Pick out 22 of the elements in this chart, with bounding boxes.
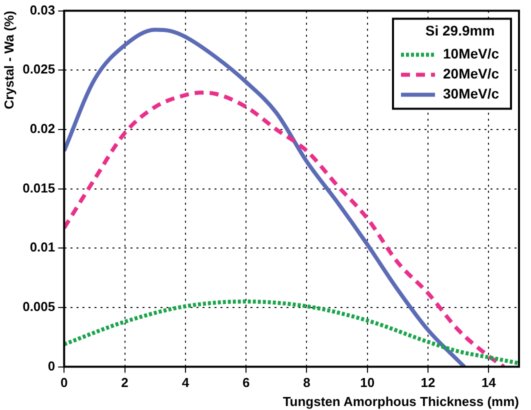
y-tick-label: 0.025 <box>22 62 56 77</box>
x-tick-label: 12 <box>420 375 436 390</box>
x-tick-label: 6 <box>242 375 250 390</box>
y-tick-label: 0.005 <box>22 299 56 314</box>
legend-title: Si 29.9mm <box>425 22 495 39</box>
x-axis-title: Tungsten Amorphous Thickness (mm) <box>282 394 519 409</box>
legend-label: 10MeV/c <box>443 46 500 62</box>
x-tick-label: 2 <box>121 375 128 390</box>
y-tick-label: 0 <box>48 358 56 374</box>
y-tick-label: 0.015 <box>22 180 56 196</box>
x-tick-label: 0 <box>60 375 68 390</box>
x-tick-label: 4 <box>182 375 190 390</box>
legend-label: 20MeV/c <box>443 66 500 82</box>
y-axis-title: Crystal - Wa (%) <box>1 10 16 110</box>
x-tick-label: 14 <box>481 375 497 390</box>
line-series <box>64 300 519 366</box>
x-tick-label: 8 <box>303 375 310 390</box>
y-tick-label: 0.03 <box>30 2 56 18</box>
legend-label: 30MeV/c <box>443 86 500 102</box>
x-tick-label: 10 <box>360 375 375 390</box>
y-tick-label: 0.01 <box>30 240 56 255</box>
y-tick-label: 0.02 <box>30 121 56 136</box>
